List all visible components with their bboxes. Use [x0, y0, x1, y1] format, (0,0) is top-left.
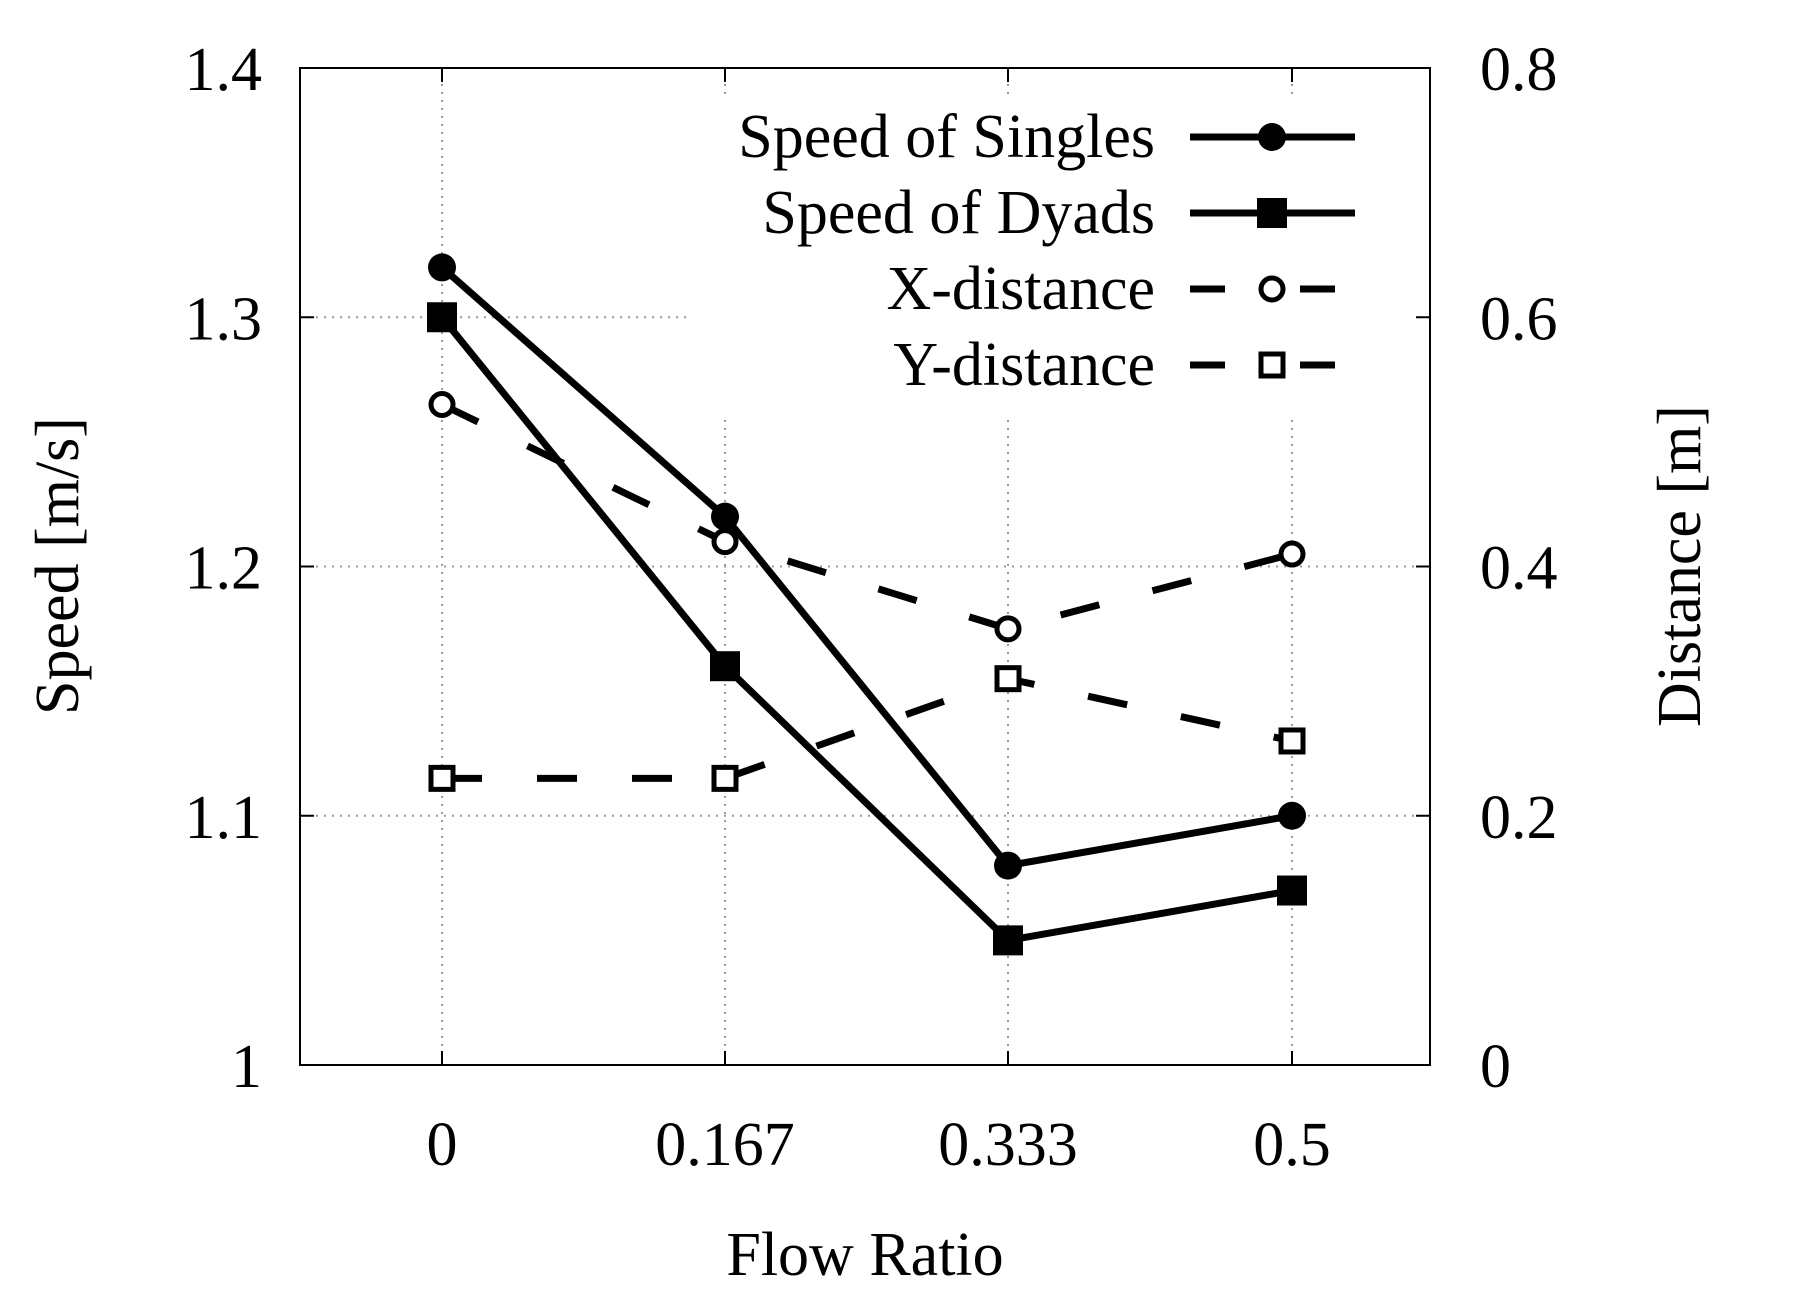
y-tick-label: 1 — [231, 1033, 262, 1101]
point-y-distance — [994, 665, 1022, 693]
y2-tick-label: 0.8 — [1480, 36, 1558, 104]
legend-label-speed-of-singles: Speed of Singles — [738, 103, 1155, 171]
legend-label-speed-of-dyads: Speed of Dyads — [762, 179, 1155, 247]
legend-marker-speed-of-singles — [1258, 123, 1286, 151]
series-line-x-distance — [440, 401, 1293, 633]
point-speed-of-dyads — [1277, 875, 1307, 906]
y-tick-label: 1.1 — [185, 784, 263, 852]
y2-tick-label: 0.4 — [1480, 535, 1558, 603]
point-speed-of-dyads — [993, 925, 1023, 956]
point-speed-of-singles — [428, 253, 456, 282]
series-line-speed-of-singles — [439, 264, 1293, 870]
point-speed-of-dyads — [427, 302, 457, 333]
point-speed-of-dyads — [710, 651, 740, 682]
point-speed-of-singles — [994, 851, 1022, 880]
legend-marker-x-distance — [1258, 275, 1286, 303]
x-axis-label: Flow Ratio — [726, 1221, 1003, 1289]
x-tick-label: 0.333 — [938, 1111, 1078, 1179]
point-x-distance — [994, 615, 1022, 643]
x-tick-label: 0.167 — [655, 1111, 795, 1179]
point-x-distance — [428, 390, 456, 418]
point-x-distance — [1278, 540, 1306, 568]
point-speed-of-singles — [711, 502, 739, 531]
legend: Speed of Singles Speed of Dyads X-distance… — [690, 95, 1415, 415]
x-tick-label: 0 — [427, 1111, 458, 1179]
legend-marker-y-distance — [1258, 351, 1286, 379]
point-y-distance — [711, 764, 739, 792]
point-y-distance — [1278, 727, 1306, 755]
tick-layer: 1 1.1 1.2 1.3 1.4 0 0.2 0.4 0.6 0.8 0 0.167 0.333 0.5 — [185, 36, 1558, 1179]
legend-marker-speed-of-dyads — [1257, 198, 1287, 228]
y2-tick-label: 0 — [1480, 1033, 1511, 1101]
point-speed-of-singles — [1278, 801, 1306, 830]
series-layer — [427, 253, 1307, 956]
y2-axis-label: Distance [m] — [1646, 405, 1714, 727]
x-tick-label: 0.5 — [1253, 1111, 1331, 1179]
legend-background — [690, 95, 1415, 415]
series-line-speed-of-dyads — [439, 315, 1293, 945]
point-x-distance — [711, 528, 739, 556]
legend-label-y-distance: Y-distance — [893, 331, 1155, 399]
y2-tick-label: 0.2 — [1480, 784, 1558, 852]
legend-label-x-distance: X-distance — [886, 255, 1155, 323]
y-tick-label: 1.3 — [185, 285, 263, 353]
y-axis-label: Speed [m/s] — [24, 417, 92, 715]
y2-tick-label: 0.6 — [1480, 285, 1558, 353]
y-tick-label: 1.2 — [185, 535, 263, 603]
y-tick-label: 1.4 — [185, 36, 263, 104]
point-y-distance — [428, 764, 456, 792]
